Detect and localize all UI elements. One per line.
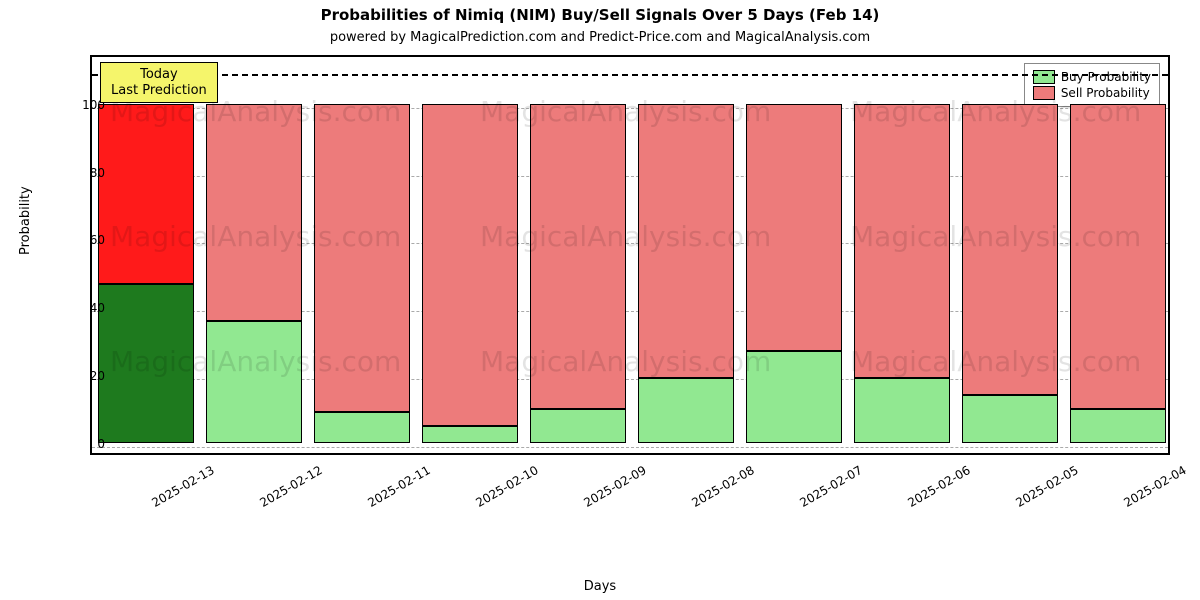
gridline <box>92 447 1168 448</box>
chart-container: Probabilities of Nimiq (NIM) Buy/Sell Si… <box>0 0 1200 600</box>
legend-item-sell: Sell Probability <box>1033 86 1151 100</box>
buy-bar <box>962 395 1057 442</box>
y-tick-label: 0 <box>65 437 105 451</box>
y-tick-label: 20 <box>65 369 105 383</box>
today-annotation: TodayLast Prediction <box>100 62 218 103</box>
buy-bar <box>98 284 193 443</box>
buy-bar <box>1070 409 1165 443</box>
legend-item-buy: Buy Probability <box>1033 70 1151 84</box>
sell-bar <box>1070 104 1165 409</box>
buy-bar <box>314 412 409 443</box>
x-tick-label: 2025-02-11 <box>365 463 432 510</box>
sell-bar <box>98 104 193 284</box>
sell-bar <box>206 104 301 321</box>
x-tick-label: 2025-02-05 <box>1013 463 1080 510</box>
sell-bar <box>854 104 949 379</box>
legend-swatch-buy <box>1033 70 1055 84</box>
x-tick-label: 2025-02-06 <box>905 463 972 510</box>
y-tick-label: 40 <box>65 301 105 315</box>
sell-bar <box>422 104 517 426</box>
legend-label-sell: Sell Probability <box>1061 86 1150 100</box>
sell-bar <box>962 104 1057 396</box>
y-tick-label: 60 <box>65 233 105 247</box>
y-axis-label: Probability <box>18 186 33 255</box>
sell-bar <box>530 104 625 409</box>
legend-label-buy: Buy Probability <box>1061 70 1151 84</box>
x-tick-label: 2025-02-09 <box>581 463 648 510</box>
buy-bar <box>422 426 517 443</box>
x-tick-label: 2025-02-13 <box>149 463 216 510</box>
x-tick-label: 2025-02-07 <box>797 463 864 510</box>
x-axis-label: Days <box>0 579 1200 594</box>
buy-bar <box>854 378 949 442</box>
y-tick-label: 80 <box>65 166 105 180</box>
buy-bar <box>206 321 301 443</box>
annotation-line-2: Last Prediction <box>111 83 207 99</box>
reference-line <box>92 74 1168 76</box>
y-tick-label: 100 <box>65 98 105 112</box>
x-tick-label: 2025-02-10 <box>473 463 540 510</box>
x-tick-label: 2025-02-12 <box>257 463 324 510</box>
buy-bar <box>638 378 733 442</box>
sell-bar <box>746 104 841 351</box>
sell-bar <box>314 104 409 412</box>
x-tick-label: 2025-02-04 <box>1121 463 1188 510</box>
buy-bar <box>746 351 841 443</box>
x-tick-label: 2025-02-08 <box>689 463 756 510</box>
chart-title: Probabilities of Nimiq (NIM) Buy/Sell Si… <box>0 6 1200 24</box>
plot-area: Buy Probability Sell Probability <box>90 55 1170 455</box>
sell-bar <box>638 104 733 379</box>
legend: Buy Probability Sell Probability <box>1024 63 1160 107</box>
annotation-line-1: Today <box>111 67 207 83</box>
buy-bar <box>530 409 625 443</box>
legend-swatch-sell <box>1033 86 1055 100</box>
chart-subtitle: powered by MagicalPrediction.com and Pre… <box>0 30 1200 45</box>
